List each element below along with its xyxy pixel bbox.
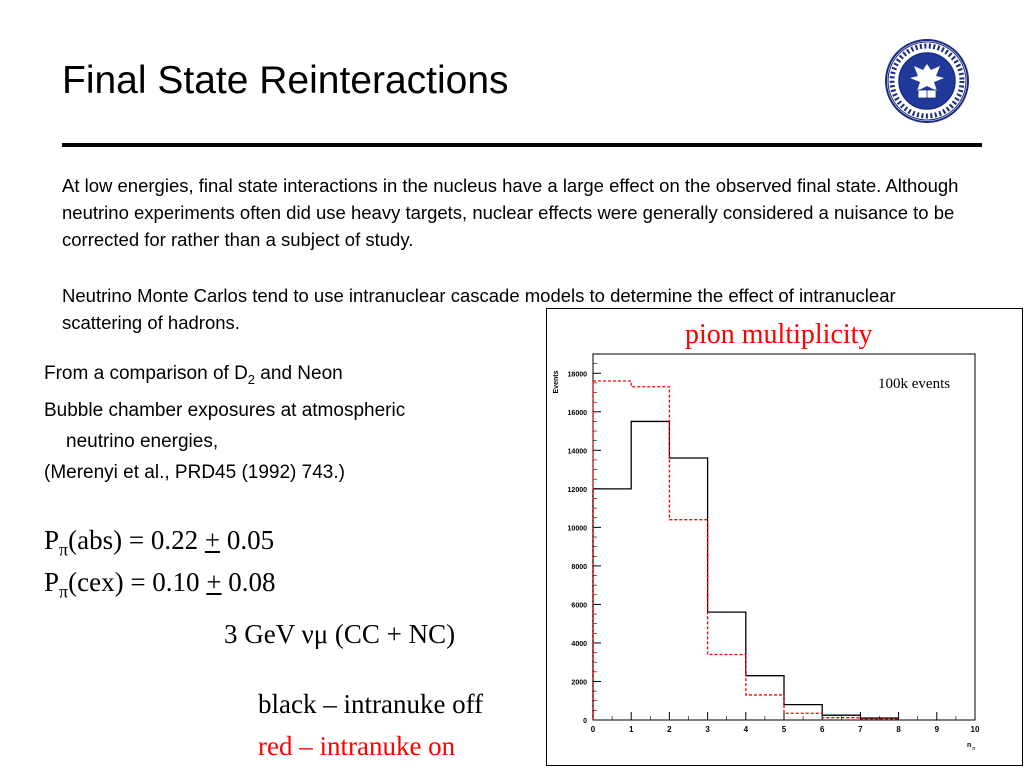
plot-area <box>592 353 976 721</box>
series-line-intranuke-off <box>593 420 899 719</box>
comparison-note: From a comparison of D2 and Neon Bubble … <box>44 358 544 488</box>
pion-multiplicity-chart: 0200040006000800010000120001400016000180… <box>553 353 980 752</box>
x-tick-label: 3 <box>705 725 710 734</box>
chart-event-count: 100k events <box>878 376 951 392</box>
x-tick-label: 7 <box>858 725 863 734</box>
comparison-line-1: From a comparison of D2 and Neon <box>44 363 343 387</box>
y-tick-label: 14000 <box>568 448 588 455</box>
x-tick-label: 0 <box>591 725 596 734</box>
y-tick-label: 16000 <box>568 410 588 417</box>
university-seal-logo <box>884 38 970 129</box>
monte-carlo-paragraph: Neutrino Monte Carlos tend to use intran… <box>62 285 896 333</box>
y-tick-label: 2000 <box>571 679 587 686</box>
x-tick-label: 8 <box>896 725 901 734</box>
x-tick-label: 6 <box>820 725 825 734</box>
seal-icon <box>885 39 969 123</box>
absorption-probability: Pπ(abs) = 0.22 + 0.05 <box>44 525 275 560</box>
y-tick-label: 18000 <box>568 371 588 378</box>
y-tick-label: 12000 <box>568 487 588 494</box>
slide-title: Final State Reinteractions <box>62 59 509 102</box>
x-axis-label-sub: π <box>972 746 976 752</box>
comparison-line-2: Bubble chamber exposures at atmospheric <box>44 399 406 421</box>
legend-intranuke-on: red – intranuke on <box>258 731 456 761</box>
chart-title: pion multiplicity <box>685 319 873 350</box>
x-tick-label: 4 <box>744 725 749 734</box>
x-tick-label: 1 <box>629 725 634 734</box>
legend-intranuke-off: black – intranuke off <box>258 689 484 719</box>
comparison-reference: (Merenyi et al., PRD45 (1992) 743.) <box>44 461 345 483</box>
intro-paragraph: At low energies, final state interaction… <box>62 175 959 250</box>
y-tick-label: 8000 <box>571 564 587 571</box>
x-tick-label: 9 <box>935 725 940 734</box>
charge-exchange-probability: Pπ(cex) = 0.10 + 0.08 <box>44 567 276 602</box>
title-divider <box>62 143 982 147</box>
x-tick-label: 10 <box>971 725 980 734</box>
x-tick-label: 5 <box>782 725 787 734</box>
y-tick-label: 10000 <box>568 525 588 532</box>
neutrino-energy-label: 3 GeV νμ (CC + NC) <box>224 619 456 649</box>
y-tick-label: 4000 <box>571 641 587 648</box>
y-tick-label: 0 <box>583 718 587 725</box>
x-axis-label: n <box>967 742 971 749</box>
y-tick-label: 6000 <box>571 602 587 609</box>
y-axis-label: Events <box>553 370 560 393</box>
x-tick-label: 2 <box>667 725 672 734</box>
comparison-line-3: neutrino energies, <box>66 430 219 452</box>
series-line-intranuke-on <box>593 380 899 720</box>
